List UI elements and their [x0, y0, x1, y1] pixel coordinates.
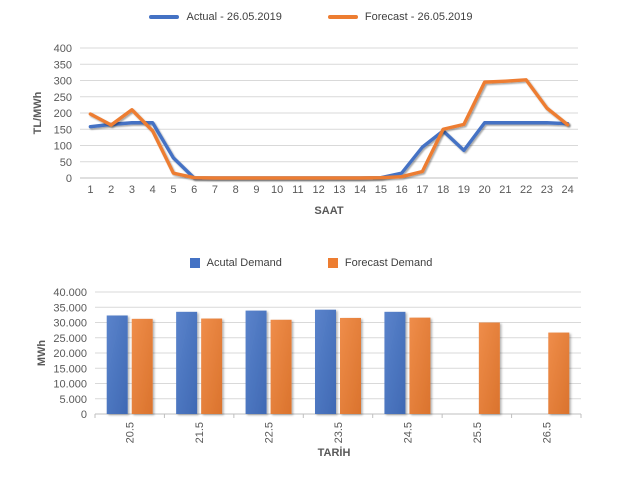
x-tick-label: 14 [354, 184, 366, 196]
y-tick-label: 0 [81, 409, 87, 421]
y-tick-label: 300 [54, 76, 72, 88]
bar-forecast [131, 318, 153, 414]
y-tick-label: 10.000 [53, 379, 87, 391]
bar-forecast [548, 332, 570, 414]
x-tick-label: 26.5 [541, 422, 553, 443]
y-tick-label: 0 [66, 173, 72, 185]
x-tick-label: 13 [333, 184, 345, 196]
bar-forecast [478, 322, 500, 414]
y-tick-label: 35.000 [53, 302, 87, 314]
bar-chart-y-axis-title: MWh [36, 339, 48, 367]
bar-actual [245, 310, 267, 414]
legend-label-actual-demand: Acutal Demand [206, 257, 282, 269]
legend-label-actual-price: Actual - 26.05.2019 [186, 11, 282, 23]
bar-forecast [409, 317, 431, 414]
y-tick-label: 15.000 [53, 363, 87, 375]
legend-item-actual-price: Actual - 26.05.2019 [149, 11, 282, 23]
x-tick-label: 20.5 [125, 422, 137, 443]
x-tick-label: 21.5 [194, 422, 206, 443]
y-tick-label: 5.000 [59, 394, 87, 406]
y-tick-label: 50 [60, 157, 72, 169]
bar-forecast [340, 317, 361, 414]
y-tick-label: 350 [54, 59, 72, 71]
x-tick-label: 4 [150, 184, 156, 196]
bar-chart-x-axis-title: TARİH [317, 447, 351, 459]
y-tick-label: 40.000 [53, 287, 87, 299]
line-chart-x-axis-title: SAAT [314, 205, 344, 217]
line-chart-y-axis-title: TL/MWh [32, 91, 44, 135]
bar-chart-legend: Acutal Demand Forecast Demand [0, 257, 622, 269]
x-tick-label: 15 [375, 184, 387, 196]
y-tick-label: 200 [54, 108, 72, 120]
x-tick-label: 23.5 [333, 422, 345, 443]
x-tick-label: 24.5 [402, 422, 414, 443]
legend-item-forecast-price: Forecast - 26.05.2019 [327, 11, 473, 23]
x-tick-label: 11 [292, 184, 303, 196]
line-chart-legend: Actual - 26.05.2019 Forecast - 26.05.201… [0, 11, 622, 23]
x-tick-label: 17 [416, 184, 428, 196]
bar-chart-plot: 0 5.000 10.000 15.000 20.000 25.000 30.000 35.0… [53, 287, 582, 443]
bar-actual [176, 311, 198, 414]
legend-label-forecast-price: Forecast - 26.05.2019 [364, 11, 473, 23]
actual-line-swatch [149, 15, 180, 19]
x-tick-label: 25.5 [472, 422, 484, 443]
bar-actual [384, 311, 406, 414]
demand-bar-chart: Acutal Demand Forecast Demand MWh TARİH … [0, 240, 622, 478]
bar-forecast [201, 318, 223, 414]
bar-forecast [270, 319, 292, 414]
x-tick-label: 10 [271, 184, 283, 196]
x-tick-label: 19 [458, 184, 470, 196]
x-tick-label: 7 [212, 184, 218, 196]
x-tick-label: 18 [437, 184, 449, 196]
x-tick-label: 21 [499, 184, 511, 196]
y-tick-label: 20.000 [53, 348, 87, 360]
x-tick-label: 22 [520, 184, 532, 196]
y-tick-label: 25.000 [53, 333, 87, 345]
price-line-chart: Actual - 26.05.2019 Forecast - 26.05.201… [0, 11, 622, 217]
forecast-bar-swatch [327, 258, 338, 268]
actual-bar-swatch [189, 258, 200, 268]
x-tick-label: 23 [541, 184, 553, 196]
series-line-forecast [88, 78, 570, 180]
bar-actual [106, 315, 128, 414]
legend-item-forecast-demand: Forecast Demand [327, 257, 433, 269]
x-tick-label: 3 [129, 184, 135, 196]
x-tick-label: 5 [170, 184, 176, 196]
y-tick-label: 30.000 [53, 318, 87, 330]
forecast-line-swatch [327, 15, 358, 19]
x-tick-label: 24 [562, 184, 574, 196]
x-tick-label: 2 [108, 184, 114, 196]
x-tick-label: 20 [479, 184, 491, 196]
y-tick-label: 400 [54, 43, 72, 55]
x-tick-label: 9 [253, 184, 259, 196]
x-tick-label: 1 [87, 184, 93, 196]
x-tick-label: 12 [313, 184, 325, 196]
bar-actual [315, 309, 336, 414]
y-tick-label: 250 [54, 92, 72, 104]
y-tick-label: 150 [54, 124, 72, 136]
x-tick-label: 22.5 [264, 422, 276, 443]
x-tick-label: 6 [191, 184, 197, 196]
x-tick-label: 16 [396, 184, 408, 196]
x-tick-label: 8 [233, 184, 239, 196]
legend-label-forecast-demand: Forecast Demand [344, 257, 433, 269]
legend-item-actual-demand: Acutal Demand [189, 257, 282, 269]
y-tick-label: 100 [54, 141, 72, 153]
